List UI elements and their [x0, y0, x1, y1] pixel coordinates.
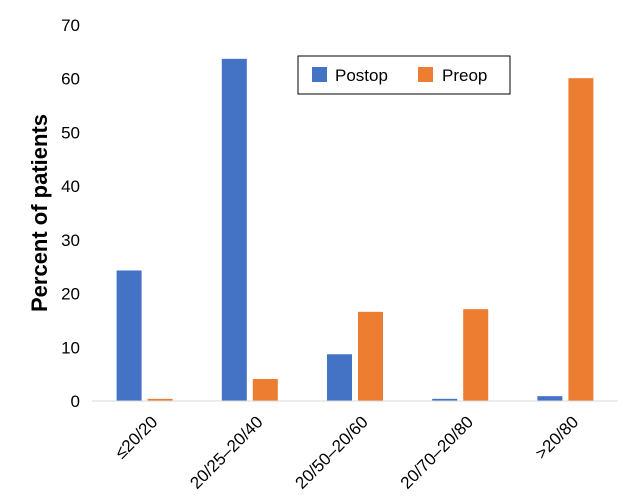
y-tick-label: 60 — [61, 70, 80, 89]
y-tick-labels: 0 10 20 30 40 50 60 70 — [61, 16, 80, 411]
y-tick-label: 0 — [71, 392, 80, 411]
legend: Postop Preop — [297, 55, 511, 95]
legend-label-preop: Preop — [442, 66, 487, 85]
y-axis-label: Percent of patients — [27, 114, 52, 312]
bar-postop-4 — [537, 396, 563, 401]
x-tick-label: >20/80 — [532, 412, 583, 463]
legend-label-postop: Postop — [335, 66, 388, 85]
x-tick-label: ≤20/20 — [111, 412, 161, 462]
bar-preop-4 — [568, 78, 594, 402]
y-tick-label: 10 — [61, 338, 80, 357]
y-tick-label: 50 — [61, 123, 80, 142]
y-tick-label: 20 — [61, 285, 80, 304]
x-tick-label: 20/25–20/40 — [186, 412, 266, 492]
bar-postop-0 — [116, 270, 142, 401]
x-tick-label: 20/70–20/80 — [397, 412, 477, 492]
bar-preop-2 — [358, 311, 383, 401]
bars — [116, 58, 594, 402]
legend-swatch-preop — [418, 67, 433, 82]
legend-box — [297, 55, 511, 95]
bar-preop-0 — [147, 398, 173, 401]
bar-preop-1 — [252, 378, 278, 401]
y-tick-label: 70 — [61, 16, 80, 35]
x-tick-label: 20/50–20/60 — [292, 412, 372, 492]
bar-preop-3 — [463, 309, 489, 401]
x-tick-labels: ≤20/20 20/25–20/40 20/50–20/60 20/70–20/80 >… — [111, 412, 582, 492]
bar-postop-1 — [221, 58, 247, 402]
y-tick-label: 30 — [61, 231, 80, 250]
y-tick-label: 40 — [61, 177, 80, 196]
bar-postop-3 — [432, 398, 458, 401]
legend-swatch-postop — [312, 67, 327, 82]
bar-postop-2 — [327, 354, 352, 401]
